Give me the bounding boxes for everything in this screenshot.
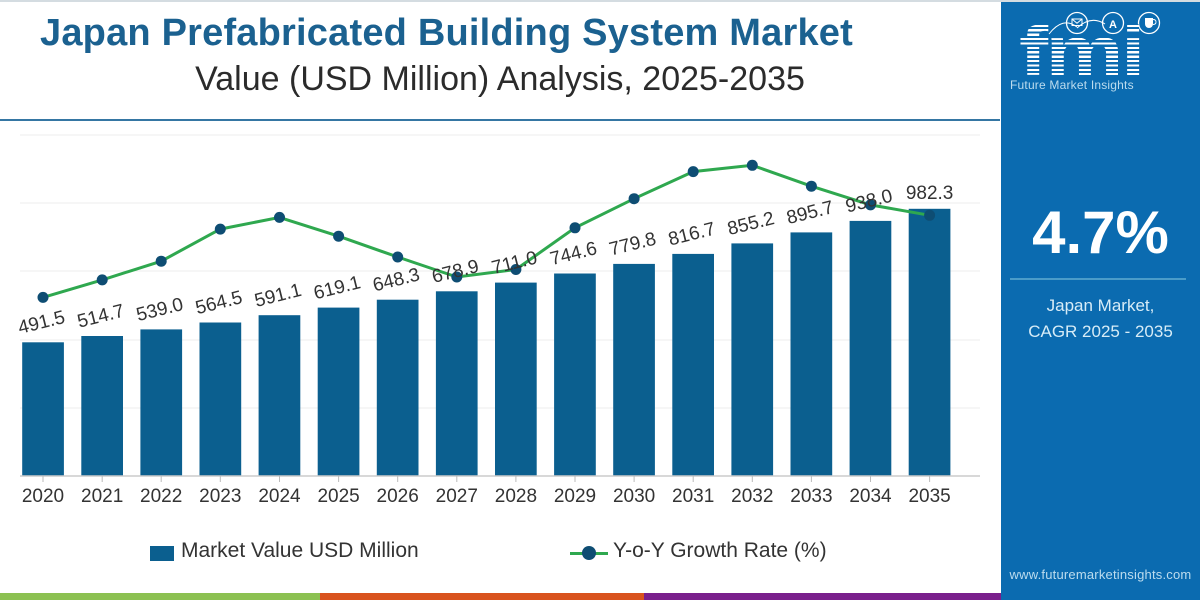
svg-text:2020: 2020 — [22, 486, 64, 507]
svg-text:2027: 2027 — [436, 486, 478, 507]
svg-text:2021: 2021 — [81, 486, 123, 507]
svg-text:2035: 2035 — [908, 486, 950, 507]
svg-text:2031: 2031 — [672, 486, 714, 507]
svg-text:2023: 2023 — [199, 486, 241, 507]
svg-text:816.7: 816.7 — [666, 219, 717, 251]
svg-text:895.7: 895.7 — [784, 197, 835, 229]
svg-text:2024: 2024 — [258, 486, 301, 507]
svg-text:2025: 2025 — [317, 486, 359, 507]
svg-text:2030: 2030 — [613, 486, 655, 507]
svg-text:619.1: 619.1 — [312, 272, 363, 304]
svg-text:648.3: 648.3 — [371, 264, 422, 296]
svg-text:491.5: 491.5 — [16, 307, 67, 339]
svg-text:564.5: 564.5 — [193, 287, 244, 319]
svg-text:2026: 2026 — [377, 486, 419, 507]
svg-text:779.8: 779.8 — [607, 229, 658, 261]
svg-text:591.1: 591.1 — [253, 280, 304, 312]
svg-text:678.9: 678.9 — [430, 256, 481, 288]
svg-text:2032: 2032 — [731, 486, 773, 507]
svg-text:2022: 2022 — [140, 486, 182, 507]
svg-text:2029: 2029 — [554, 486, 596, 507]
svg-text:2028: 2028 — [495, 486, 537, 507]
svg-text:514.7: 514.7 — [75, 301, 126, 333]
svg-text:2033: 2033 — [790, 486, 832, 507]
svg-text:938.0: 938.0 — [844, 186, 895, 218]
svg-text:539.0: 539.0 — [134, 294, 185, 326]
svg-text:982.3: 982.3 — [906, 183, 954, 204]
svg-text:855.2: 855.2 — [725, 208, 776, 240]
svg-text:2034: 2034 — [849, 486, 892, 507]
